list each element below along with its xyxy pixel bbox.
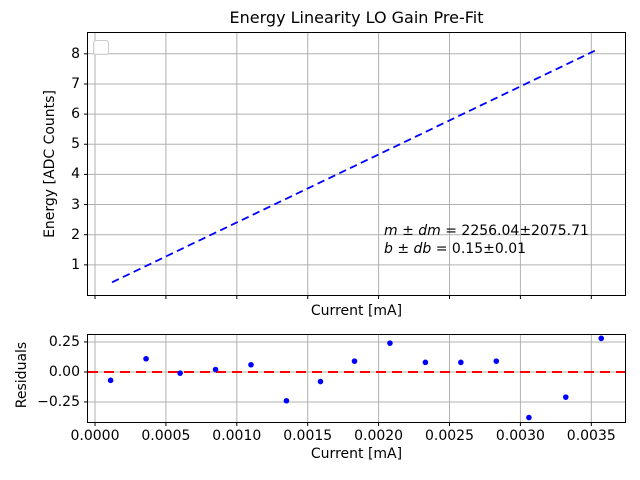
energy-fit-canvas (84, 33, 625, 299)
residual-data-point (562, 394, 569, 400)
y-tick-label: 4 (71, 166, 80, 183)
residual-data-point (248, 361, 254, 368)
residuals-canvas (84, 335, 625, 426)
x-tick-label: 0.0010 (212, 428, 262, 444)
residual-data-point (143, 355, 149, 362)
axes-residuals: 0.0000 0.0005 0.0010 0.0015 0.0020 0.0025 0.00… (37, 334, 626, 443)
residual-data-point (458, 359, 464, 366)
residual-data-point (422, 359, 429, 366)
residual-data-point (387, 340, 393, 346)
residual-data-point (107, 377, 114, 384)
empty-legend-box (93, 40, 109, 55)
plot-title: Energy Linearity LO Gain Pre-Fit (229, 8, 484, 27)
y-tick-label: 1 (71, 256, 80, 273)
residual-data-point (526, 414, 532, 421)
y-tick-label: 7 (71, 75, 80, 92)
fit-slope-text: m ± dm = 2256.04±2075.71 (384, 223, 589, 239)
x-tick-label: 0.0000 (70, 428, 120, 444)
y-tick-label: 0.00 (48, 363, 80, 380)
y-tick-label: 3 (71, 196, 80, 213)
x-axis-label-bottom: Current [mA] (310, 446, 403, 462)
y-tick-label: 6 (71, 106, 80, 123)
y-tick-label: 5 (71, 136, 80, 153)
fit-intercept-text: b ± db = 0.15±0.01 (384, 241, 527, 257)
x-tick-label: 0.0030 (495, 428, 545, 444)
y-tick-label: −0.25 (37, 393, 80, 410)
x-tick-label: 0.0005 (141, 428, 191, 444)
fit-line (111, 48, 599, 284)
x-tick-label: 0.0025 (425, 428, 474, 444)
residual-data-point (177, 370, 183, 376)
x-tick-label: 0.0035 (566, 428, 616, 444)
y-tick-label: 8 (71, 45, 80, 62)
x-tick-label: 0.0015 (283, 428, 333, 444)
y-axis-label-energy: Energy [ADC Counts] (42, 90, 58, 238)
x-axis-label-top: Current [mA] (310, 303, 403, 319)
y-tick-label: 0.25 (48, 333, 80, 350)
residual-data-point (212, 366, 219, 373)
y-tick-label: 2 (71, 226, 80, 243)
y-axis-label-residuals: Residuals (14, 341, 30, 409)
axes-energy-fit: m ± dm = 2256.04±2075.71 b ± db = 0.15±0… (71, 32, 626, 299)
residual-data-point (317, 378, 324, 385)
residual-data-point (493, 358, 500, 364)
x-tick-label: 0.0020 (354, 428, 404, 444)
residual-data-point (351, 358, 358, 364)
fit-parameters-annotation: m ± dm = 2256.04±2075.71 b ± db = 0.15±0… (384, 222, 589, 258)
residual-data-point (283, 397, 290, 404)
residual-data-point (598, 335, 605, 342)
